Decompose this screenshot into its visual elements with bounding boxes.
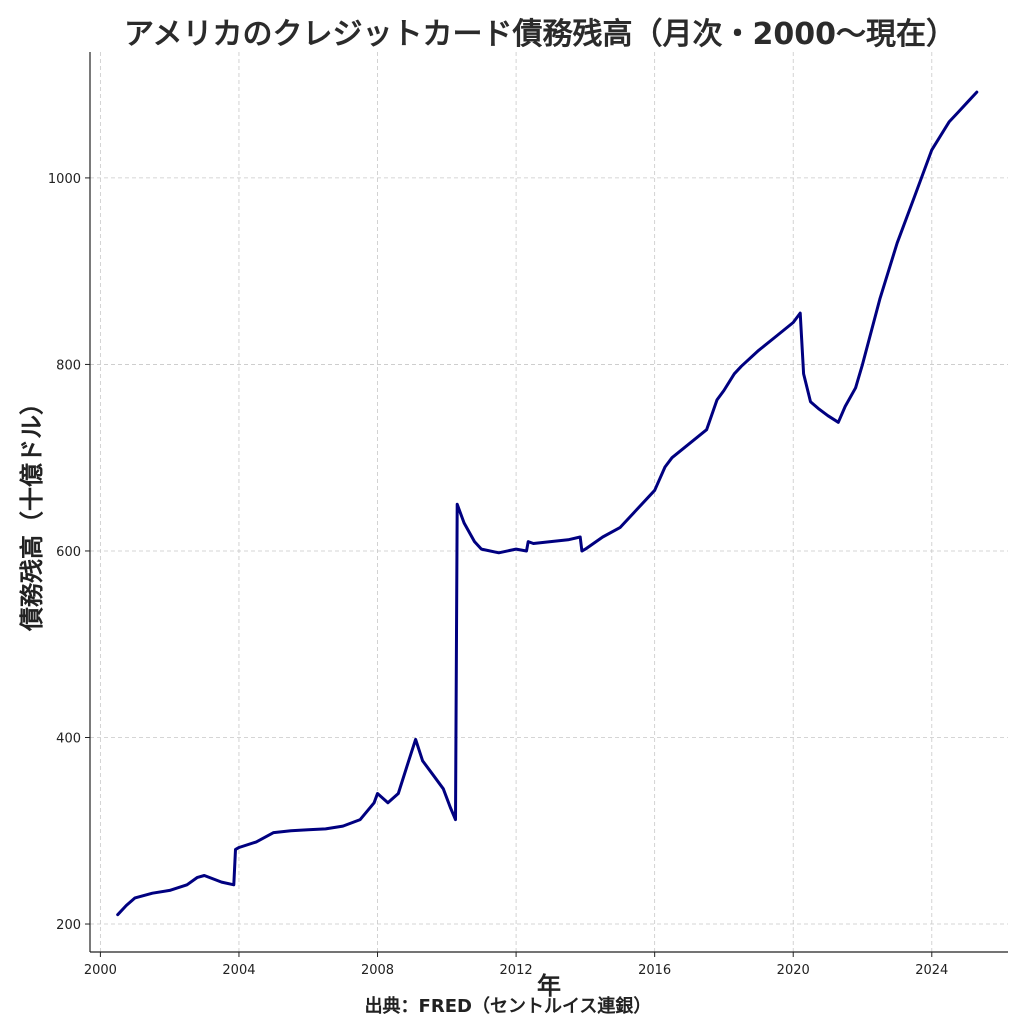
source-note: 出典：FRED（セントルイス連銀） [365, 995, 652, 1017]
axes [89, 52, 1008, 953]
series-line [116, 90, 979, 917]
y-tick-label: 1000 [48, 172, 81, 187]
x-tick-label: 2000 [84, 963, 117, 978]
x-tick-label: 2016 [638, 963, 671, 978]
y-axis-ticks: 200 400 600 800 1000 [48, 172, 90, 933]
x-tick-label: 2012 [500, 963, 533, 978]
y-tick-label: 200 [56, 918, 81, 933]
x-axis-ticks: 2000 2004 2008 2012 2016 2020 2024 [84, 952, 948, 978]
x-axis-label: 年 [537, 972, 561, 1000]
x-tick-label: 2020 [777, 963, 810, 978]
y-tick-label: 600 [56, 545, 81, 560]
y-tick-label: 400 [56, 731, 81, 746]
grid-lines [90, 52, 1008, 952]
x-tick-label: 2024 [915, 963, 948, 978]
y-tick-label: 800 [56, 358, 81, 373]
chart-title: アメリカのクレジットカード債務残高（月次・2000〜現在） [124, 17, 956, 52]
y-axis-label: 債務残高（十億ドル） [18, 391, 46, 632]
x-tick-label: 2004 [222, 963, 255, 978]
x-tick-label: 2008 [361, 963, 394, 978]
